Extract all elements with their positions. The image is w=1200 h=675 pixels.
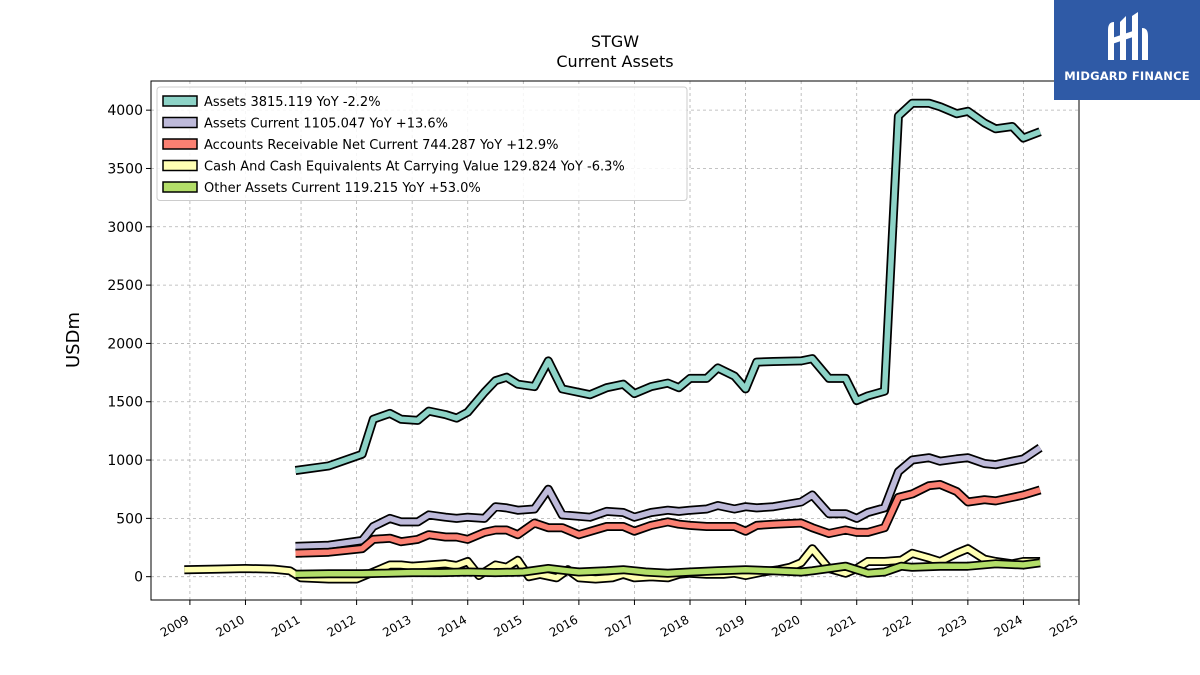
logo-mark-icon: [1108, 12, 1148, 60]
x-tick-label: 2016: [547, 612, 580, 639]
series-line-4: [295, 558, 1041, 579]
y-axis-label: USDm: [63, 312, 84, 368]
legend-entry: Cash And Cash Equivalents At Carrying Va…: [204, 160, 625, 175]
series-stroke: [295, 481, 1041, 557]
x-tick-label: 2022: [880, 612, 913, 639]
logo-text: MIDGARD FINANCE: [1064, 69, 1190, 83]
legend: Assets 3815.119 YoY -2.2% Assets Current …: [156, 86, 688, 201]
y-tick-label: 500: [116, 511, 143, 527]
legend-entry: Assets Current 1105.047 YoY +13.6%: [204, 117, 448, 132]
legend-swatch: [162, 95, 198, 107]
series-stroke: [184, 545, 1041, 582]
plot-frame: [150, 80, 1080, 601]
legend-box: [156, 86, 688, 201]
series-stroke: [295, 100, 1042, 474]
y-tick-label: 1500: [107, 395, 143, 411]
brand-logo: MIDGARD FINANCE: [1054, 0, 1200, 100]
y-tick-label: 2000: [107, 336, 143, 352]
legend-swatch: [162, 181, 198, 193]
y-tick-label: 4000: [107, 103, 143, 119]
y-tick-label: 2500: [107, 278, 143, 294]
legend-swatch: [162, 159, 198, 172]
legend-entry: Other Assets Current 119.215 YoY +53.0%: [204, 181, 481, 196]
x-tick-label: 2025: [1047, 612, 1080, 639]
x-tick-label: 2019: [714, 612, 747, 639]
series-stroke: [295, 445, 1042, 550]
series-line-1: [295, 444, 1043, 551]
x-tick-label: 2010: [214, 612, 247, 639]
series-line-3: [184, 544, 1041, 584]
series-outline: [295, 444, 1043, 551]
x-tick-label: 2020: [769, 612, 802, 639]
x-tick-label: 2014: [436, 612, 469, 639]
legend-swatch: [162, 116, 198, 129]
series-line-2: [295, 480, 1042, 558]
x-tick-label: 2011: [269, 612, 302, 639]
x-tick-label: 2009: [158, 612, 191, 639]
x-tick-label: 2015: [491, 612, 524, 639]
y-tick-label: 1000: [107, 453, 143, 469]
chart-title: STGW: [591, 32, 639, 51]
x-tick-label: 2012: [325, 612, 358, 639]
x-tick-label: 2023: [936, 612, 969, 639]
legend-entry: Accounts Receivable Net Current 744.287 …: [204, 138, 559, 153]
series-lines: [184, 98, 1043, 584]
chart-subtitle: Current Assets: [556, 52, 673, 71]
y-tick-label: 3000: [107, 220, 143, 236]
legend-entry: Assets 3815.119 YoY -2.2%: [204, 95, 381, 110]
series-stroke: [295, 560, 1041, 578]
x-tick-label: 2024: [991, 612, 1024, 639]
x-tick-label: 2017: [602, 612, 635, 639]
series-line-0: [294, 98, 1042, 475]
legend-swatch: [162, 138, 198, 150]
x-tick-label: 2021: [825, 612, 858, 639]
x-tick-label: 2013: [380, 612, 413, 639]
y-tick-label: 3500: [107, 161, 143, 177]
y-tick-label: 0: [134, 570, 143, 586]
x-tick-label: 2018: [658, 612, 691, 639]
